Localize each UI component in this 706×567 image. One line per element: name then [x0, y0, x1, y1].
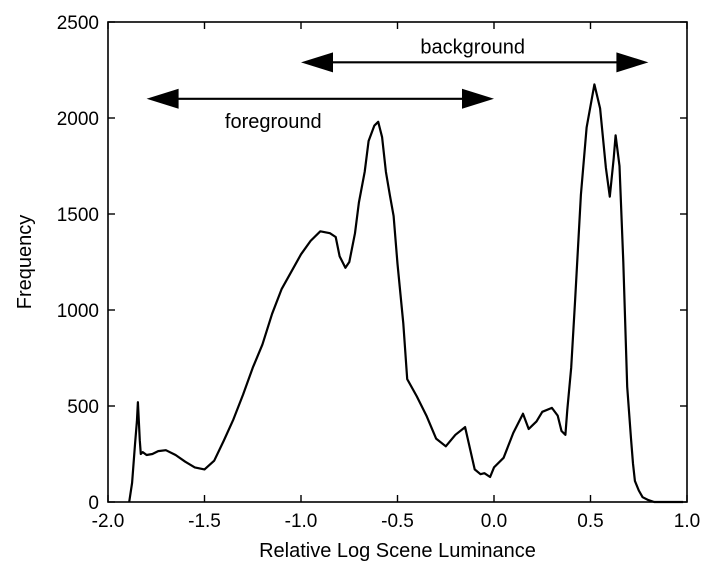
y-tick-label: 1500: [57, 205, 99, 226]
y-tick-label: 2500: [57, 13, 99, 34]
y-tick-label: 500: [67, 397, 99, 418]
foreground-arrowhead-left: [147, 89, 179, 109]
foreground-arrowhead-right: [462, 89, 494, 109]
x-tick-label: -0.5: [381, 511, 414, 532]
y-tick-label: 2000: [57, 109, 99, 130]
y-tick-label: 0: [88, 493, 99, 514]
background-arrowhead-right: [616, 52, 648, 72]
series-layer: [129, 84, 683, 502]
y-axis-title: Frequency: [14, 215, 36, 310]
x-tick-label: 1.0: [674, 511, 700, 532]
foreground-label: foreground: [225, 111, 322, 133]
x-tick-label: -1.5: [188, 511, 221, 532]
x-tick-label: 0.0: [481, 511, 507, 532]
y-tick-label: 1000: [57, 301, 99, 322]
x-axis-title: Relative Log Scene Luminance: [259, 540, 536, 562]
background-label: background: [420, 36, 525, 58]
x-tick-label: 0.5: [577, 511, 603, 532]
background-arrowhead-left: [301, 52, 333, 72]
x-tick-label: -1.0: [285, 511, 318, 532]
histogram-line: [129, 84, 683, 502]
x-tick-label: -2.0: [92, 511, 125, 532]
annotations: [147, 52, 649, 108]
